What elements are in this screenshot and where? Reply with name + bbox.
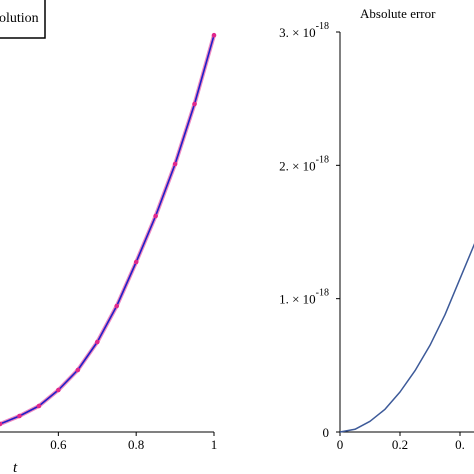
left-data-point	[172, 161, 178, 167]
left-series-line	[0, 34, 215, 425]
left-x-axis-label: t	[13, 460, 18, 474]
right-series-group	[339, 243, 474, 433]
right-x-ticks: 0 0.2 0.	[337, 432, 465, 452]
right-panel-absolute-error: 0 0.2 0. 0 1. × 10-18 2. × 10-18 3. × 10-18 A…	[279, 6, 474, 452]
left-x-ticks: 0.6 0.8 1	[50, 432, 217, 452]
left-marker-band	[0, 34, 216, 426]
right-y-ticks: 0 1. × 10-18 2. × 10-18 3. × 10-18	[279, 21, 340, 440]
left-series-group	[0, 32, 217, 427]
right-x-tick-label: 0.	[455, 437, 465, 452]
right-panel-title: Absolute error	[360, 6, 436, 21]
left-data-point	[0, 421, 3, 427]
right-x-tick-label: 0	[337, 437, 344, 452]
left-data-point	[133, 259, 139, 265]
right-x-tick-label: 0.2	[392, 437, 408, 452]
left-data-point	[211, 32, 217, 38]
left-data-point	[36, 403, 42, 409]
left-data-point	[94, 339, 100, 345]
right-y-tick-label: 2. × 10-18	[279, 154, 329, 173]
right-y-tick-label: 1. × 10-18	[279, 288, 329, 307]
left-data-point	[56, 387, 61, 393]
legend-frame	[0, 0, 46, 39]
left-data-point	[75, 367, 81, 373]
right-y-tick-label: 0	[323, 425, 330, 440]
left-x-tick-label: 1	[211, 437, 218, 452]
legend-box: olution	[0, 0, 46, 39]
left-x-tick-label: 0.8	[128, 437, 144, 452]
left-data-point	[114, 303, 120, 309]
left-data-point	[17, 413, 22, 419]
left-data-point	[153, 213, 158, 219]
right-series-line	[339, 243, 474, 433]
right-y-tick-label: 3. × 10-18	[279, 21, 329, 40]
left-data-point	[192, 101, 197, 107]
left-x-tick-label: 0.6	[50, 437, 67, 452]
legend-label: olution	[0, 11, 39, 26]
left-panel-solution: 0.6 0.8 1 olution t	[0, 0, 217, 474]
